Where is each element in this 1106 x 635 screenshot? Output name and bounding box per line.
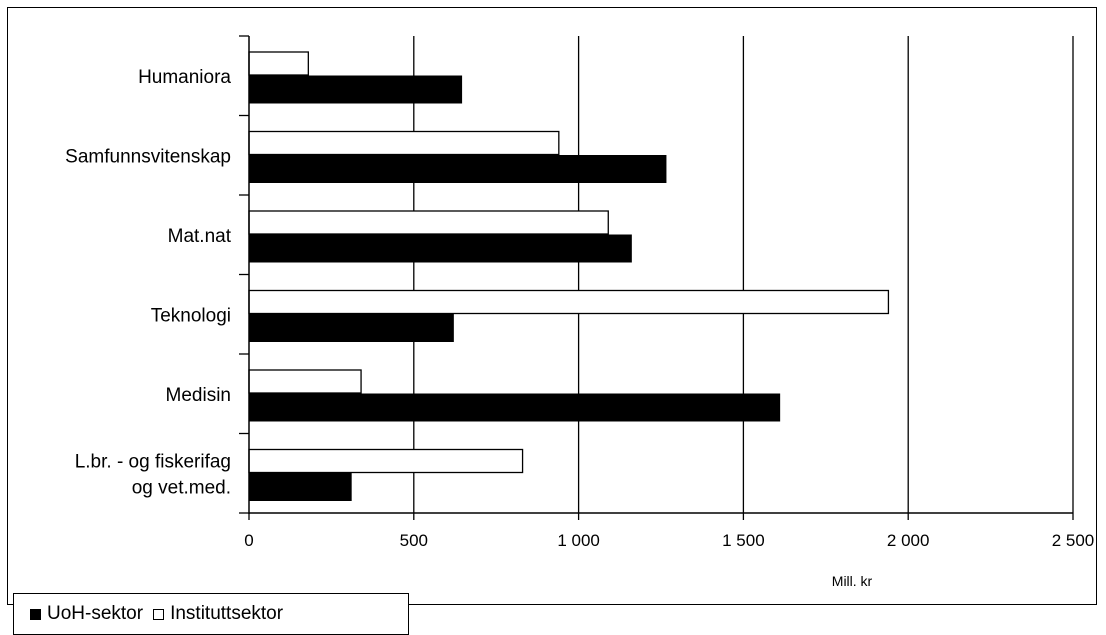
category-label: Teknologi <box>151 305 231 326</box>
bar-uoh-sektor <box>248 155 667 183</box>
bar-uoh-sektor <box>248 75 463 104</box>
bar-instituttsektor <box>248 210 609 235</box>
category-label: L.br. - og fiskerifag <box>75 451 231 472</box>
legend-swatch-institutt <box>153 608 165 620</box>
x-tick-label: 500 <box>400 531 428 550</box>
bar-instituttsektor <box>248 289 890 315</box>
legend-label-institutt: Instituttsektor <box>170 603 284 624</box>
bar-chart: 0 500 1 000 1 500 2 000 2 500 Humaniora Samfunn… <box>65 35 1094 589</box>
gridlines <box>413 36 1074 513</box>
bar-instituttsektor <box>248 448 524 474</box>
category-label: og vet.med. <box>132 477 231 498</box>
category-label: Medisin <box>166 385 231 406</box>
bars <box>248 51 890 501</box>
x-tick-label: 1 500 <box>722 531 765 550</box>
x-tick-label: 2 000 <box>887 531 930 550</box>
legend-item-uoh: UoH-sektor <box>30 603 143 625</box>
x-tick-label: 2 500 <box>1052 531 1095 550</box>
bar-uoh-sektor <box>248 314 454 342</box>
category-label: Samfunnsvitenskap <box>65 146 231 167</box>
bar-uoh-sektor <box>248 473 352 501</box>
x-tick-label: 0 <box>244 531 253 550</box>
bar-uoh-sektor <box>248 393 781 422</box>
category-label: Humaniora <box>138 67 231 88</box>
legend-item-institutt: Instituttsektor <box>153 603 283 625</box>
bar-instituttsektor <box>248 130 560 156</box>
bar-instituttsektor <box>248 369 362 394</box>
labels: 0 500 1 000 1 500 2 000 2 500 Humaniora Samfunn… <box>65 67 1094 550</box>
x-axis-unit-label: Mill. kr <box>832 573 873 589</box>
legend: UoH-sektor Instituttsektor <box>13 593 409 635</box>
category-label: Mat.nat <box>168 226 232 247</box>
legend-label-uoh: UoH-sektor <box>47 603 144 624</box>
x-tick-label: 1 000 <box>557 531 600 550</box>
legend-swatch-uoh <box>30 608 41 620</box>
bar-uoh-sektor <box>248 234 632 263</box>
bar-instituttsektor <box>248 51 309 76</box>
axes <box>239 35 1074 520</box>
